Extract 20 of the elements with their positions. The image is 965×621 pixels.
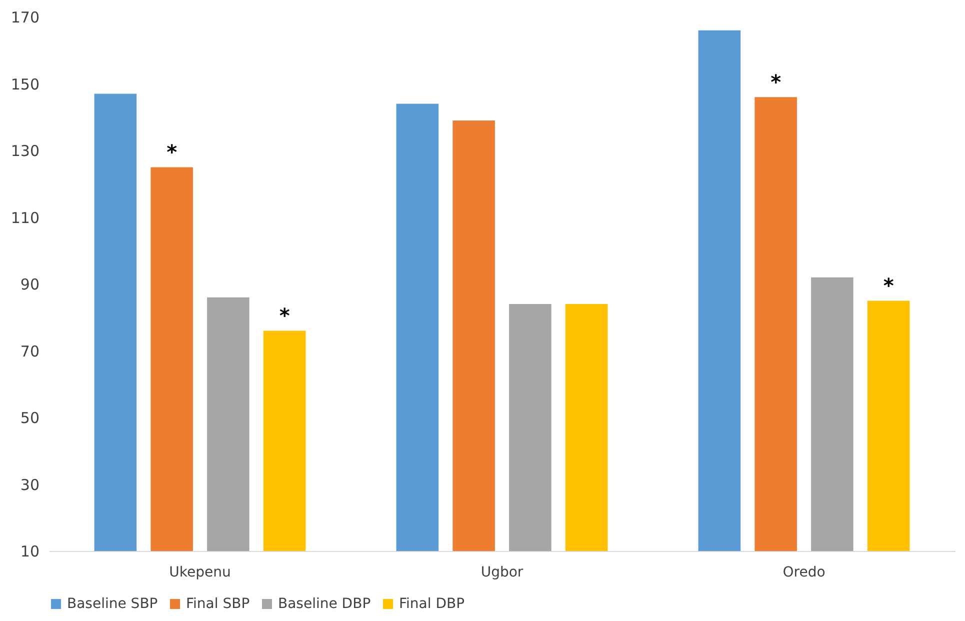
- legend-label: Baseline SBP: [67, 596, 158, 612]
- y-tick-label: 10: [20, 542, 40, 560]
- y-tick-label: 70: [20, 342, 40, 360]
- data-label: *: [279, 304, 290, 328]
- legend-label: Final SBP: [186, 596, 250, 612]
- x-tick-label: Oredo: [782, 564, 826, 580]
- data-label: *: [883, 274, 894, 298]
- data-label: *: [770, 70, 782, 94]
- y-tick-label: 170: [10, 8, 40, 26]
- legend-label: Baseline DBP: [278, 596, 371, 612]
- data-label: *: [166, 140, 178, 164]
- y-tick-label: 110: [10, 208, 40, 227]
- y-tick-label: 50: [20, 409, 40, 427]
- y-tick-label: 90: [20, 276, 40, 294]
- y-tick-label: 150: [10, 75, 40, 94]
- y-tick-label: 30: [20, 476, 40, 494]
- legend-label: Final DBP: [399, 596, 465, 612]
- x-tick-label: Ukepenu: [169, 564, 231, 580]
- x-tick-label: Ugbor: [480, 564, 524, 580]
- y-tick-label: 130: [10, 142, 40, 160]
